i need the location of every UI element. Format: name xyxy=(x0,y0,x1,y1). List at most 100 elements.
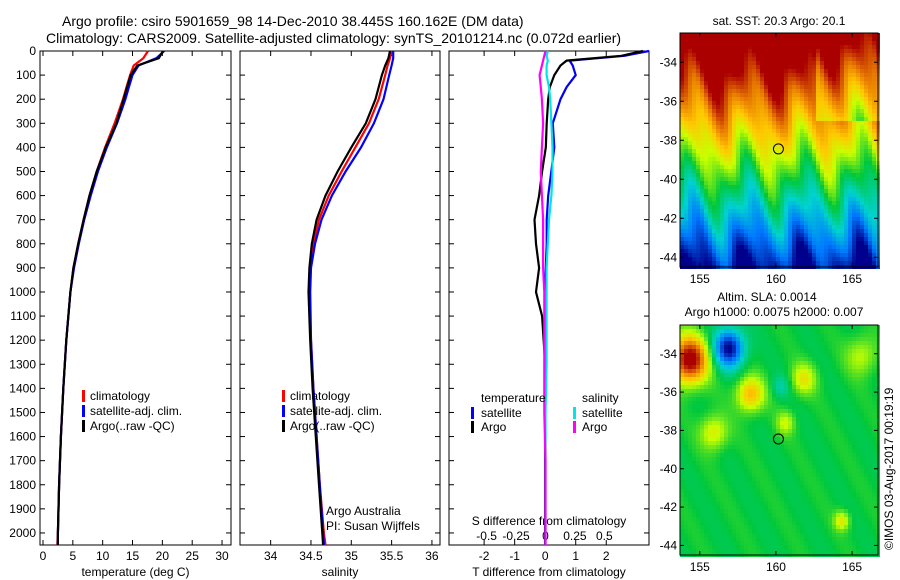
y-tick-label: 2000 xyxy=(9,526,36,540)
legend-swatch xyxy=(282,420,285,432)
x-axis-label: salinity xyxy=(322,565,359,579)
top-x-axis-label: S difference from climatology xyxy=(472,514,627,528)
lat-tick-label: -44 xyxy=(660,538,678,552)
float-location-marker xyxy=(772,433,784,445)
lon-tick-label: 155 xyxy=(690,560,710,574)
map-sst-map: 155 160 165 -34 -36 -38 -40 -42 -44 sat. SST: 20.… xyxy=(660,14,880,286)
lat-tick-label: -34 xyxy=(660,55,678,69)
x-tick-label: 25 xyxy=(186,549,200,563)
x-tick-label: 35 xyxy=(345,549,359,563)
lon-tick-label: 160 xyxy=(766,272,786,286)
y-tick-label: 1300 xyxy=(9,357,36,371)
legend-label: satellite-adj. clim. xyxy=(90,404,182,418)
y-tick-label: 800 xyxy=(16,237,36,251)
legend-label: satellite-adj. clim. xyxy=(290,404,382,418)
x-tick-label: -2 xyxy=(479,549,490,563)
lat-tick-label: -42 xyxy=(660,211,678,225)
map-title-line-1: Altim. SLA: 0.0014 xyxy=(717,290,817,304)
legend-swatch xyxy=(82,405,85,417)
legend-swatch xyxy=(471,421,474,433)
y-tick-label: 500 xyxy=(16,164,36,178)
x-tick-label: 20 xyxy=(156,549,170,563)
legend-swatch xyxy=(573,407,576,419)
lat-tick-label: -44 xyxy=(660,250,678,264)
legend-swatch xyxy=(282,405,285,417)
x-tick-label: -1 xyxy=(509,549,520,563)
lat-tick-label: -36 xyxy=(660,385,678,399)
y-tick-label: 1500 xyxy=(9,405,36,419)
legend-label: Argo xyxy=(481,420,507,434)
x-tick-label: 10 xyxy=(96,549,110,563)
y-tick-label: 0 xyxy=(29,44,36,58)
y-tick-label: 1600 xyxy=(9,430,36,444)
top-x-tick-label: 0.25 xyxy=(563,529,587,543)
pi-label: PI: Susan Wijffels xyxy=(326,519,420,533)
y-tick-label: 200 xyxy=(16,92,36,106)
top-x-tick-label: 0.5 xyxy=(596,529,613,543)
legend-label: climatology xyxy=(290,389,350,403)
map-frame xyxy=(679,32,879,268)
title-line-2: Climatology: CARS2009. Satellite-adjuste… xyxy=(46,30,622,46)
lon-tick-label: 165 xyxy=(842,272,862,286)
lat-tick-label: -38 xyxy=(660,423,678,437)
x-tick-label: 1 xyxy=(572,549,579,563)
x-tick-label: 2 xyxy=(603,549,610,563)
heatmap-cells xyxy=(680,325,880,557)
y-tick-label: 300 xyxy=(16,116,36,130)
legend-title-salinity: salinity xyxy=(582,391,619,405)
plot-frame xyxy=(239,50,441,546)
plot-frame xyxy=(39,50,232,546)
lat-tick-label: -36 xyxy=(660,94,678,108)
x-tick-label: 0 xyxy=(542,549,549,563)
float-location-marker xyxy=(772,143,784,155)
y-tick-label: 1200 xyxy=(9,333,36,347)
watermark: ©IMOS 03-Aug-2017 00:19:19 xyxy=(882,387,896,550)
profile-panel-differences: -2 -1 0 1 2 T difference from climatology -0.5… xyxy=(448,49,650,579)
legend-label: Argo(..raw -QC) xyxy=(290,419,375,433)
lon-tick-label: 155 xyxy=(690,272,710,286)
map-title: sat. SST: 20.3 Argo: 20.1 xyxy=(713,14,846,28)
legend-label: Argo xyxy=(582,420,608,434)
map-title-line-2: Argo h1000: 0.0075 h2000: 0.007 xyxy=(685,305,864,319)
x-tick-label: 34 xyxy=(264,549,278,563)
y-tick-label: 600 xyxy=(16,189,36,203)
series-line-s-satellite xyxy=(544,50,554,545)
plot-frame xyxy=(448,50,650,546)
series-line-argo-raw-qc- xyxy=(56,50,164,545)
y-tick-label: 1700 xyxy=(9,454,36,468)
map-frame xyxy=(679,324,879,556)
lat-tick-label: -34 xyxy=(660,347,678,361)
lon-tick-label: 160 xyxy=(766,560,786,574)
x-tick-label: 15 xyxy=(126,549,140,563)
top-x-tick-label: -0.5 xyxy=(476,529,497,543)
x-axis-label: T difference from climatology xyxy=(472,565,626,579)
legend-swatch xyxy=(471,407,474,419)
profile-panel-salinity: 34 34.5 35 35.5 36 salinity climatologysatelli… xyxy=(239,50,441,579)
series-line-argo-raw-qc- xyxy=(307,50,392,546)
y-tick-label: 700 xyxy=(16,213,36,227)
lat-tick-label: -38 xyxy=(660,133,678,147)
y-tick-label: 1900 xyxy=(9,502,36,516)
y-tick-label: 1800 xyxy=(9,478,36,492)
x-tick-label: 5 xyxy=(69,549,76,563)
legend-swatch xyxy=(573,421,576,433)
profile-panel-temperature: 0 5 10 15 20 25 30 temperature (deg C) 0 100 200 30… xyxy=(9,44,232,579)
legend-label: satellite xyxy=(582,406,623,420)
legend-swatch xyxy=(82,420,85,432)
map-sla-map: 155 160 165 -34 -36 -38 -40 -42 -44 Altim. SLA: 0… xyxy=(660,290,880,574)
x-tick-label: 0 xyxy=(40,549,47,563)
x-tick-label: 36 xyxy=(425,549,439,563)
argo-australia-label: Argo Australia xyxy=(326,504,401,518)
y-tick-label: 1000 xyxy=(9,285,36,299)
y-tick-label: 100 xyxy=(16,68,36,82)
y-tick-label: 1400 xyxy=(9,381,36,395)
legend-title-temperature: temperature xyxy=(481,391,546,405)
series-line-s-argo xyxy=(538,50,547,545)
y-tick-label: 1100 xyxy=(10,309,36,323)
x-axis-label: temperature (deg C) xyxy=(81,565,189,579)
x-tick-label: 35.5 xyxy=(380,549,404,563)
legend-swatch xyxy=(282,390,285,402)
lon-tick-label: 165 xyxy=(842,560,862,574)
lat-tick-label: -42 xyxy=(660,500,678,514)
